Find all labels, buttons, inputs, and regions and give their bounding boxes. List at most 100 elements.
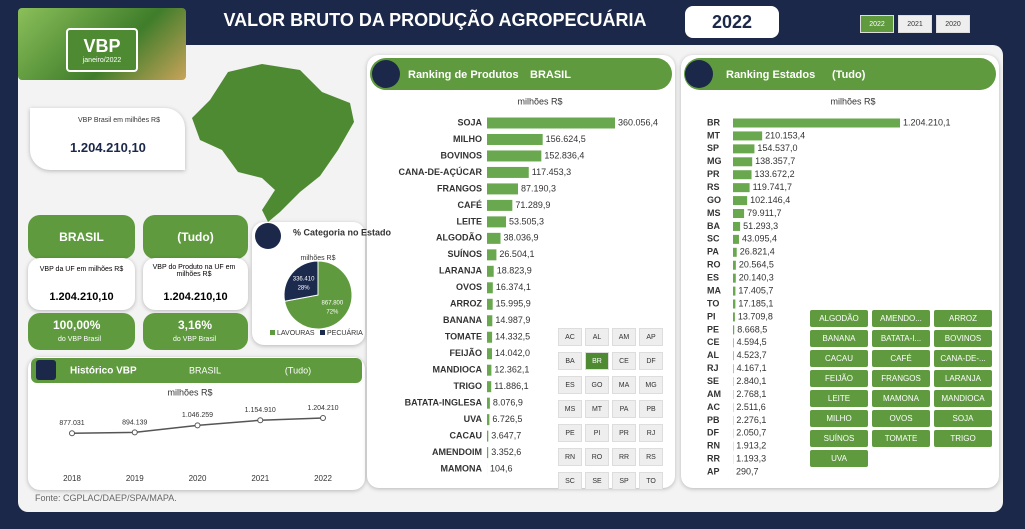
filter-button[interactable]: BANANA <box>810 330 868 347</box>
filter-button[interactable]: LARANJA <box>934 370 992 387</box>
filter-button[interactable]: 2020 <box>936 15 970 33</box>
value-label: 38.036,9 <box>504 233 539 243</box>
bar <box>487 331 493 343</box>
filter-button[interactable]: TRIGO <box>934 430 992 447</box>
filter-button[interactable]: BR <box>585 352 609 370</box>
product-filter: (Tudo) <box>143 215 248 259</box>
category-label: FEIJÃO <box>449 348 482 358</box>
point <box>257 417 264 424</box>
filter-button[interactable]: BOVINOS <box>934 330 992 347</box>
category-label: DF <box>707 428 719 438</box>
filter-button[interactable]: SE <box>585 472 609 490</box>
value-label: 18.823,9 <box>497 266 532 276</box>
filter-button[interactable]: CANA-DE-... <box>934 350 992 367</box>
value-label: 2.840,1 <box>736 376 766 386</box>
filter-button[interactable]: RS <box>639 448 663 466</box>
filter-button[interactable]: MANDIOCA <box>934 390 992 407</box>
filter-button[interactable]: TO <box>639 472 663 490</box>
filter-button[interactable]: GO <box>585 376 609 394</box>
value-label: 12.362,1 <box>494 365 529 375</box>
filter-button[interactable]: SUÍNOS <box>810 430 868 447</box>
uf-share-label: do VBP Brasil <box>58 336 102 343</box>
bar <box>487 447 489 459</box>
filter-button[interactable]: PB <box>639 400 663 418</box>
filter-button[interactable]: 2022 <box>860 15 894 33</box>
value-label: 11.886,1 <box>494 381 528 391</box>
value-label: 87.190,3 <box>521 183 556 193</box>
value-label: 1.204.210 <box>307 405 338 412</box>
bar <box>733 273 736 283</box>
filter-button[interactable]: RN <box>558 448 582 466</box>
filter-button[interactable]: CE <box>612 352 636 370</box>
filter-button[interactable]: FRANGOS <box>872 370 930 387</box>
legend-label: LAVOURAS <box>277 330 315 337</box>
filter-button[interactable]: BATATA-I... <box>872 330 930 347</box>
history-header <box>31 358 362 383</box>
value-label: 20.564,5 <box>739 260 774 270</box>
filter-button[interactable]: PI <box>585 424 609 442</box>
filter-button[interactable]: RO <box>585 448 609 466</box>
value-label: 8.668,5 <box>737 324 767 334</box>
filter-button[interactable]: ALGODÃO <box>810 310 868 327</box>
filter-button[interactable]: PA <box>612 400 636 418</box>
filter-button[interactable]: MS <box>558 400 582 418</box>
filter-button[interactable]: MAMONA <box>872 390 930 407</box>
filter-button[interactable]: AL <box>585 328 609 346</box>
value-label: 1.193,3 <box>736 454 766 464</box>
filter-button[interactable]: SC <box>558 472 582 490</box>
filter-button[interactable]: PE <box>558 424 582 442</box>
logo-title: VBP <box>83 36 121 56</box>
bar <box>487 381 492 393</box>
filter-button[interactable]: MILHO <box>810 410 868 427</box>
filter-button[interactable]: SOJA <box>934 410 992 427</box>
logo-box: VBP janeiro/2022 <box>66 28 138 72</box>
filter-button[interactable]: SP <box>612 472 636 490</box>
filter-button[interactable]: AMENDO... <box>872 310 930 327</box>
point <box>320 415 326 421</box>
x-tick-label: 2020 <box>189 474 207 483</box>
filter-button[interactable]: FEIJÃO <box>810 370 868 387</box>
category-label: CACAU <box>450 430 483 440</box>
page-title: VALOR BRUTO DA PRODUÇÃO AGROPECUÁRIA <box>223 10 647 30</box>
logo: VBP janeiro/2022 <box>18 8 186 80</box>
uf-share: 100,00% do VBP Brasil <box>28 313 135 350</box>
bar <box>487 265 494 277</box>
filter-button[interactable]: AM <box>612 328 636 346</box>
category-label: SOJA <box>457 117 482 127</box>
brazil-map <box>192 64 354 222</box>
filter-button[interactable]: MA <box>612 376 636 394</box>
category-label: PR <box>707 169 720 179</box>
x-tick-label: 2018 <box>63 474 81 483</box>
filter-button[interactable]: RJ <box>639 424 663 442</box>
filter-button[interactable]: AP <box>639 328 663 346</box>
filter-button[interactable]: MG <box>639 376 663 394</box>
legend-swatch <box>320 330 325 335</box>
filter-button[interactable]: TOMATE <box>872 430 930 447</box>
filter-button[interactable]: 2021 <box>898 15 932 33</box>
filter-button[interactable]: UVA <box>810 450 868 467</box>
bar <box>733 338 734 348</box>
filter-button[interactable]: CACAU <box>810 350 868 367</box>
filter-button[interactable]: BA <box>558 352 582 370</box>
slice-percent: 28% <box>298 286 311 292</box>
filter-button[interactable]: CAFÉ <box>872 350 930 367</box>
filter-button[interactable]: LEITE <box>810 390 868 407</box>
filter-button[interactable]: MT <box>585 400 609 418</box>
category-label: MG <box>707 156 722 166</box>
filter-button[interactable]: RR <box>612 448 636 466</box>
category-label: ALGODÃO <box>436 233 482 243</box>
category-label: AP <box>707 466 720 476</box>
filter-button[interactable]: ARROZ <box>934 310 992 327</box>
value-label: 16.374,1 <box>496 282 531 292</box>
category-label: RO <box>707 260 721 270</box>
filter-button[interactable]: AC <box>558 328 582 346</box>
history-icon <box>36 360 56 380</box>
filter-button[interactable]: PR <box>612 424 636 442</box>
value-label: 13.709,8 <box>738 311 773 321</box>
filter-button[interactable]: OVOS <box>872 410 930 427</box>
filter-button[interactable]: ES <box>558 376 582 394</box>
value-label: 8.076,9 <box>493 398 523 408</box>
filter-button[interactable]: DF <box>639 352 663 370</box>
category-label: AL <box>707 350 719 360</box>
product-share-label: do VBP Brasil <box>173 336 217 343</box>
